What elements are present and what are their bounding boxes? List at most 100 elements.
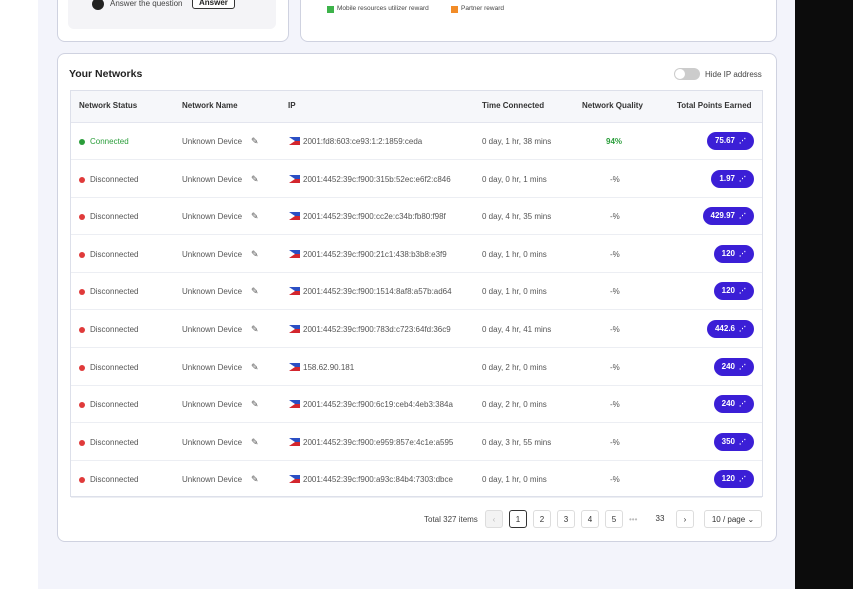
page-button[interactable]: 3 (557, 510, 575, 528)
points-badge[interactable]: 120 ⋰ (713, 282, 754, 301)
row-divider (71, 347, 762, 348)
toggle[interactable] (674, 68, 700, 80)
flag (289, 137, 300, 145)
ip: 158.62.90.181 (303, 362, 355, 372)
status-dot (79, 439, 85, 446)
ip: 2001:4452:39c:f900:783d:c723:64fd:36c9 (303, 325, 451, 334)
status: Disconnected (90, 174, 139, 184)
row-divider (71, 159, 762, 160)
row-divider (71, 497, 762, 499)
quality: -% (610, 287, 620, 297)
flag (289, 325, 300, 333)
page-button[interactable]: 2 (533, 510, 551, 528)
ip: 2001:4452:39c:f900:cc2e:c34b:fb80:f98f (303, 212, 446, 222)
flag-triangle (289, 212, 295, 221)
points-badge[interactable]: 1.97 ⋰ (711, 169, 754, 188)
time-connected: 0 day, 2 hr, 0 mins (482, 400, 547, 410)
quality: -% (610, 400, 620, 410)
edit-icon[interactable]: ✎ (251, 474, 259, 485)
quality: 94% (606, 137, 623, 146)
points-badge[interactable]: 429.97 ⋰ (702, 207, 754, 226)
edit-icon[interactable]: ✎ (251, 286, 259, 297)
points-badge[interactable]: 120 ⋰ (713, 244, 754, 263)
row-divider (71, 234, 762, 236)
quality: -% (610, 437, 620, 447)
points: 350 (721, 436, 735, 446)
status-dot (79, 402, 85, 409)
row-divider (71, 271, 762, 273)
points-icon: ⋰ (739, 363, 746, 371)
flag (289, 174, 300, 183)
time-connected: 0 day, 4 hr, 41 mins (482, 325, 552, 334)
device-name: Unknown Device (182, 137, 243, 146)
column-header: Network Quality (582, 101, 643, 110)
next-button[interactable]: › (676, 510, 694, 528)
edit-icon[interactable]: ✎ (251, 436, 259, 447)
edit-icon[interactable]: ✎ (251, 324, 259, 334)
status-dot (79, 364, 85, 371)
points-icon: ⋰ (739, 288, 746, 296)
status: Disconnected (90, 475, 139, 485)
status-dot (79, 139, 85, 145)
points-badge[interactable]: 120 ⋰ (713, 470, 754, 489)
question: Answer the question (110, 0, 183, 8)
points-badge[interactable]: 240 ⋰ (713, 357, 754, 376)
points-badge[interactable]: 350 ⋰ (713, 432, 754, 451)
page-button[interactable]: 4 (581, 510, 599, 528)
status: Connected (90, 137, 129, 146)
page-button[interactable]: 33 (651, 510, 669, 528)
points-icon: ⋰ (739, 438, 746, 446)
table-header (71, 91, 762, 123)
row-divider (71, 459, 762, 461)
device-name: Unknown Device (182, 325, 243, 334)
column-header: Network Name (182, 101, 238, 110)
legend-swatch (451, 6, 458, 13)
flag (289, 437, 300, 446)
edit-icon[interactable]: ✎ (251, 173, 259, 184)
ip: 2001:4452:39c:f900:e959:857e:4c1e:a595 (303, 437, 454, 447)
page-size-select[interactable]: 10 / page ⌄ (704, 510, 762, 528)
edit-icon[interactable]: ✎ (251, 248, 259, 259)
edit-icon[interactable]: ✎ (251, 361, 259, 372)
legend-card: Mobile resources utilizer reward Partner … (300, 0, 777, 42)
row-divider (71, 384, 762, 386)
points-icon: ⋰ (739, 326, 746, 333)
answer-button[interactable]: Answer (192, 0, 235, 9)
prev-button[interactable]: ‹ (485, 510, 503, 528)
points: 240 (721, 399, 735, 409)
device-name: Unknown Device (182, 174, 243, 184)
legend-swatch (327, 6, 334, 13)
points-badge[interactable]: 75.67 ⋰ (706, 132, 754, 150)
ip: 2001:4452:39c:f900:21c1:438:b3b8:e3f9 (303, 249, 447, 259)
device-name: Unknown Device (182, 475, 243, 485)
edit-icon[interactable]: ✎ (251, 211, 259, 222)
edit-icon[interactable]: ✎ (251, 399, 259, 410)
row-divider (71, 196, 762, 198)
flag (289, 212, 300, 221)
points-icon: ⋰ (739, 476, 746, 484)
page-button[interactable]: 1 (509, 510, 527, 528)
status: Disconnected (90, 287, 139, 297)
status: Disconnected (90, 400, 139, 410)
time-connected: 0 day, 4 hr, 35 mins (482, 212, 552, 222)
page-size: 10 / page (711, 515, 746, 524)
points-badge[interactable]: 442.6 ⋰ (706, 320, 754, 338)
status-dot (79, 251, 85, 258)
device-name: Unknown Device (182, 287, 243, 297)
flag-triangle (289, 249, 295, 258)
status-dot (79, 289, 85, 296)
flag (289, 475, 300, 484)
device-name: Unknown Device (182, 400, 243, 410)
status-dot (79, 176, 85, 183)
quality: -% (610, 249, 620, 259)
time-connected: 0 day, 0 hr, 1 mins (482, 174, 547, 184)
page-button[interactable]: 5 (605, 510, 623, 528)
ip: 2001:fd8:603:ce93:1:2:1859:ceda (303, 137, 423, 146)
legend-label: Partner reward (461, 5, 504, 12)
edit-icon[interactable]: ✎ (251, 136, 259, 146)
flag (289, 400, 300, 409)
points-badge[interactable]: 240 ⋰ (713, 395, 754, 414)
toggle-label: Hide IP address (705, 70, 762, 79)
quality: -% (610, 325, 620, 334)
